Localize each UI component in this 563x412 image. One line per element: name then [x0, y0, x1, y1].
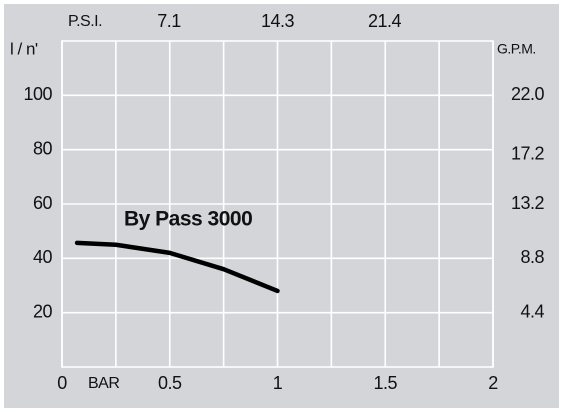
- x-tick-label: 1: [273, 373, 283, 393]
- x2-axis-title: P.S.I.: [68, 13, 102, 30]
- y-axis-title: l / n': [10, 39, 38, 58]
- x-tick-label: 1.5: [373, 373, 397, 393]
- y2-tick-label: 13.2: [511, 193, 545, 213]
- annotation: By Pass 3000: [124, 208, 252, 231]
- y-tick-label: 60: [33, 193, 53, 213]
- y2-tick-label: 8.8: [520, 247, 544, 267]
- y2-tick-label: 17.2: [511, 143, 545, 163]
- x2-tick-label: 21.4: [368, 11, 402, 31]
- x-tick-label: 0.5: [158, 373, 182, 393]
- y2-tick-label: 4.4: [520, 301, 544, 321]
- x2-tick-label: 14.3: [261, 11, 295, 31]
- y-tick-label: 40: [33, 247, 53, 267]
- data-line: [74, 240, 280, 294]
- x-axis-title: BAR: [88, 375, 119, 392]
- y-tick-label: 20: [33, 301, 53, 321]
- y-tick-label: 80: [33, 138, 53, 158]
- y-tick-label: 100: [23, 84, 52, 104]
- background: [4, 4, 559, 408]
- x-tick-label: 0: [57, 373, 67, 393]
- x-tick-label: 2: [488, 373, 498, 393]
- y2-tick-label: 22.0: [511, 84, 545, 104]
- y2-axis-title: G.P.M.: [497, 41, 536, 57]
- x2-tick-label: 7.1: [157, 11, 181, 31]
